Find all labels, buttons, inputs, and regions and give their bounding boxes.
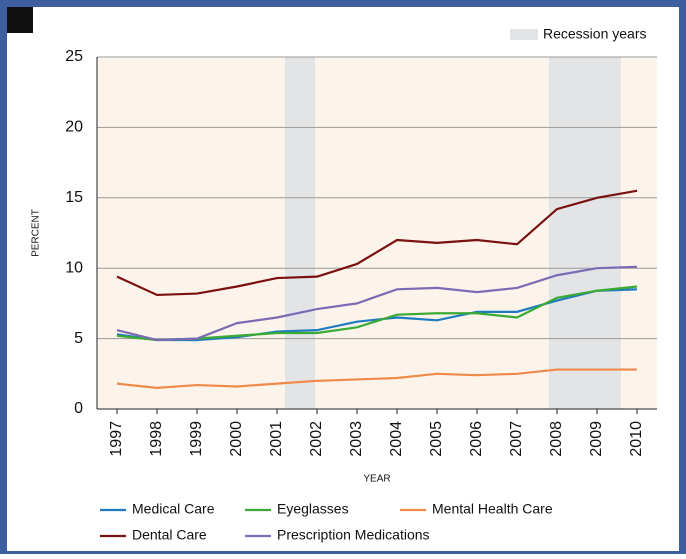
x-tick-label: 2006 [468,421,485,457]
x-tick-label: 2009 [588,421,605,457]
legend-label: Mental Health Care [432,501,553,517]
legend-label: Dental Care [132,527,207,543]
y-tick-label: 15 [65,189,83,206]
y-tick-label: 0 [74,400,83,417]
legend-label: Prescription Medications [277,527,430,543]
x-tick-label: 2004 [388,421,405,457]
x-tick-label: 2003 [348,421,365,457]
x-tick-label: 2010 [628,421,645,457]
y-tick-label: 25 [65,48,83,65]
y-tick-label: 5 [74,330,83,347]
x-tick-label: 1998 [148,421,165,457]
y-tick-label: 20 [65,119,83,136]
x-axis-label: YEAR [363,474,390,485]
shaded-legend-key [510,29,538,40]
x-tick-label: 1999 [188,421,205,457]
x-tick-label: 2008 [548,421,565,457]
y-tick-label: 10 [65,259,83,276]
recession-band [549,57,621,409]
x-tick-label: 1997 [108,421,125,457]
legend-label: Medical Care [132,501,215,517]
x-tick-label: 2007 [508,421,525,457]
y-axis-label: PERCENT [31,209,42,257]
series-line [116,288,638,342]
shaded-legend-label: Recession years [543,26,647,42]
legend-label: Eyeglasses [277,501,349,517]
series-line [116,265,638,342]
x-tick-label: 2000 [228,421,245,457]
series-line [116,189,638,297]
x-tick-label: 2001 [268,421,285,457]
recession-band [285,57,315,409]
x-tick-label: 2002 [308,421,325,457]
series-line [116,368,637,389]
series-line [116,285,638,342]
x-tick-label: 2005 [428,421,445,457]
corner-mark [7,7,33,33]
